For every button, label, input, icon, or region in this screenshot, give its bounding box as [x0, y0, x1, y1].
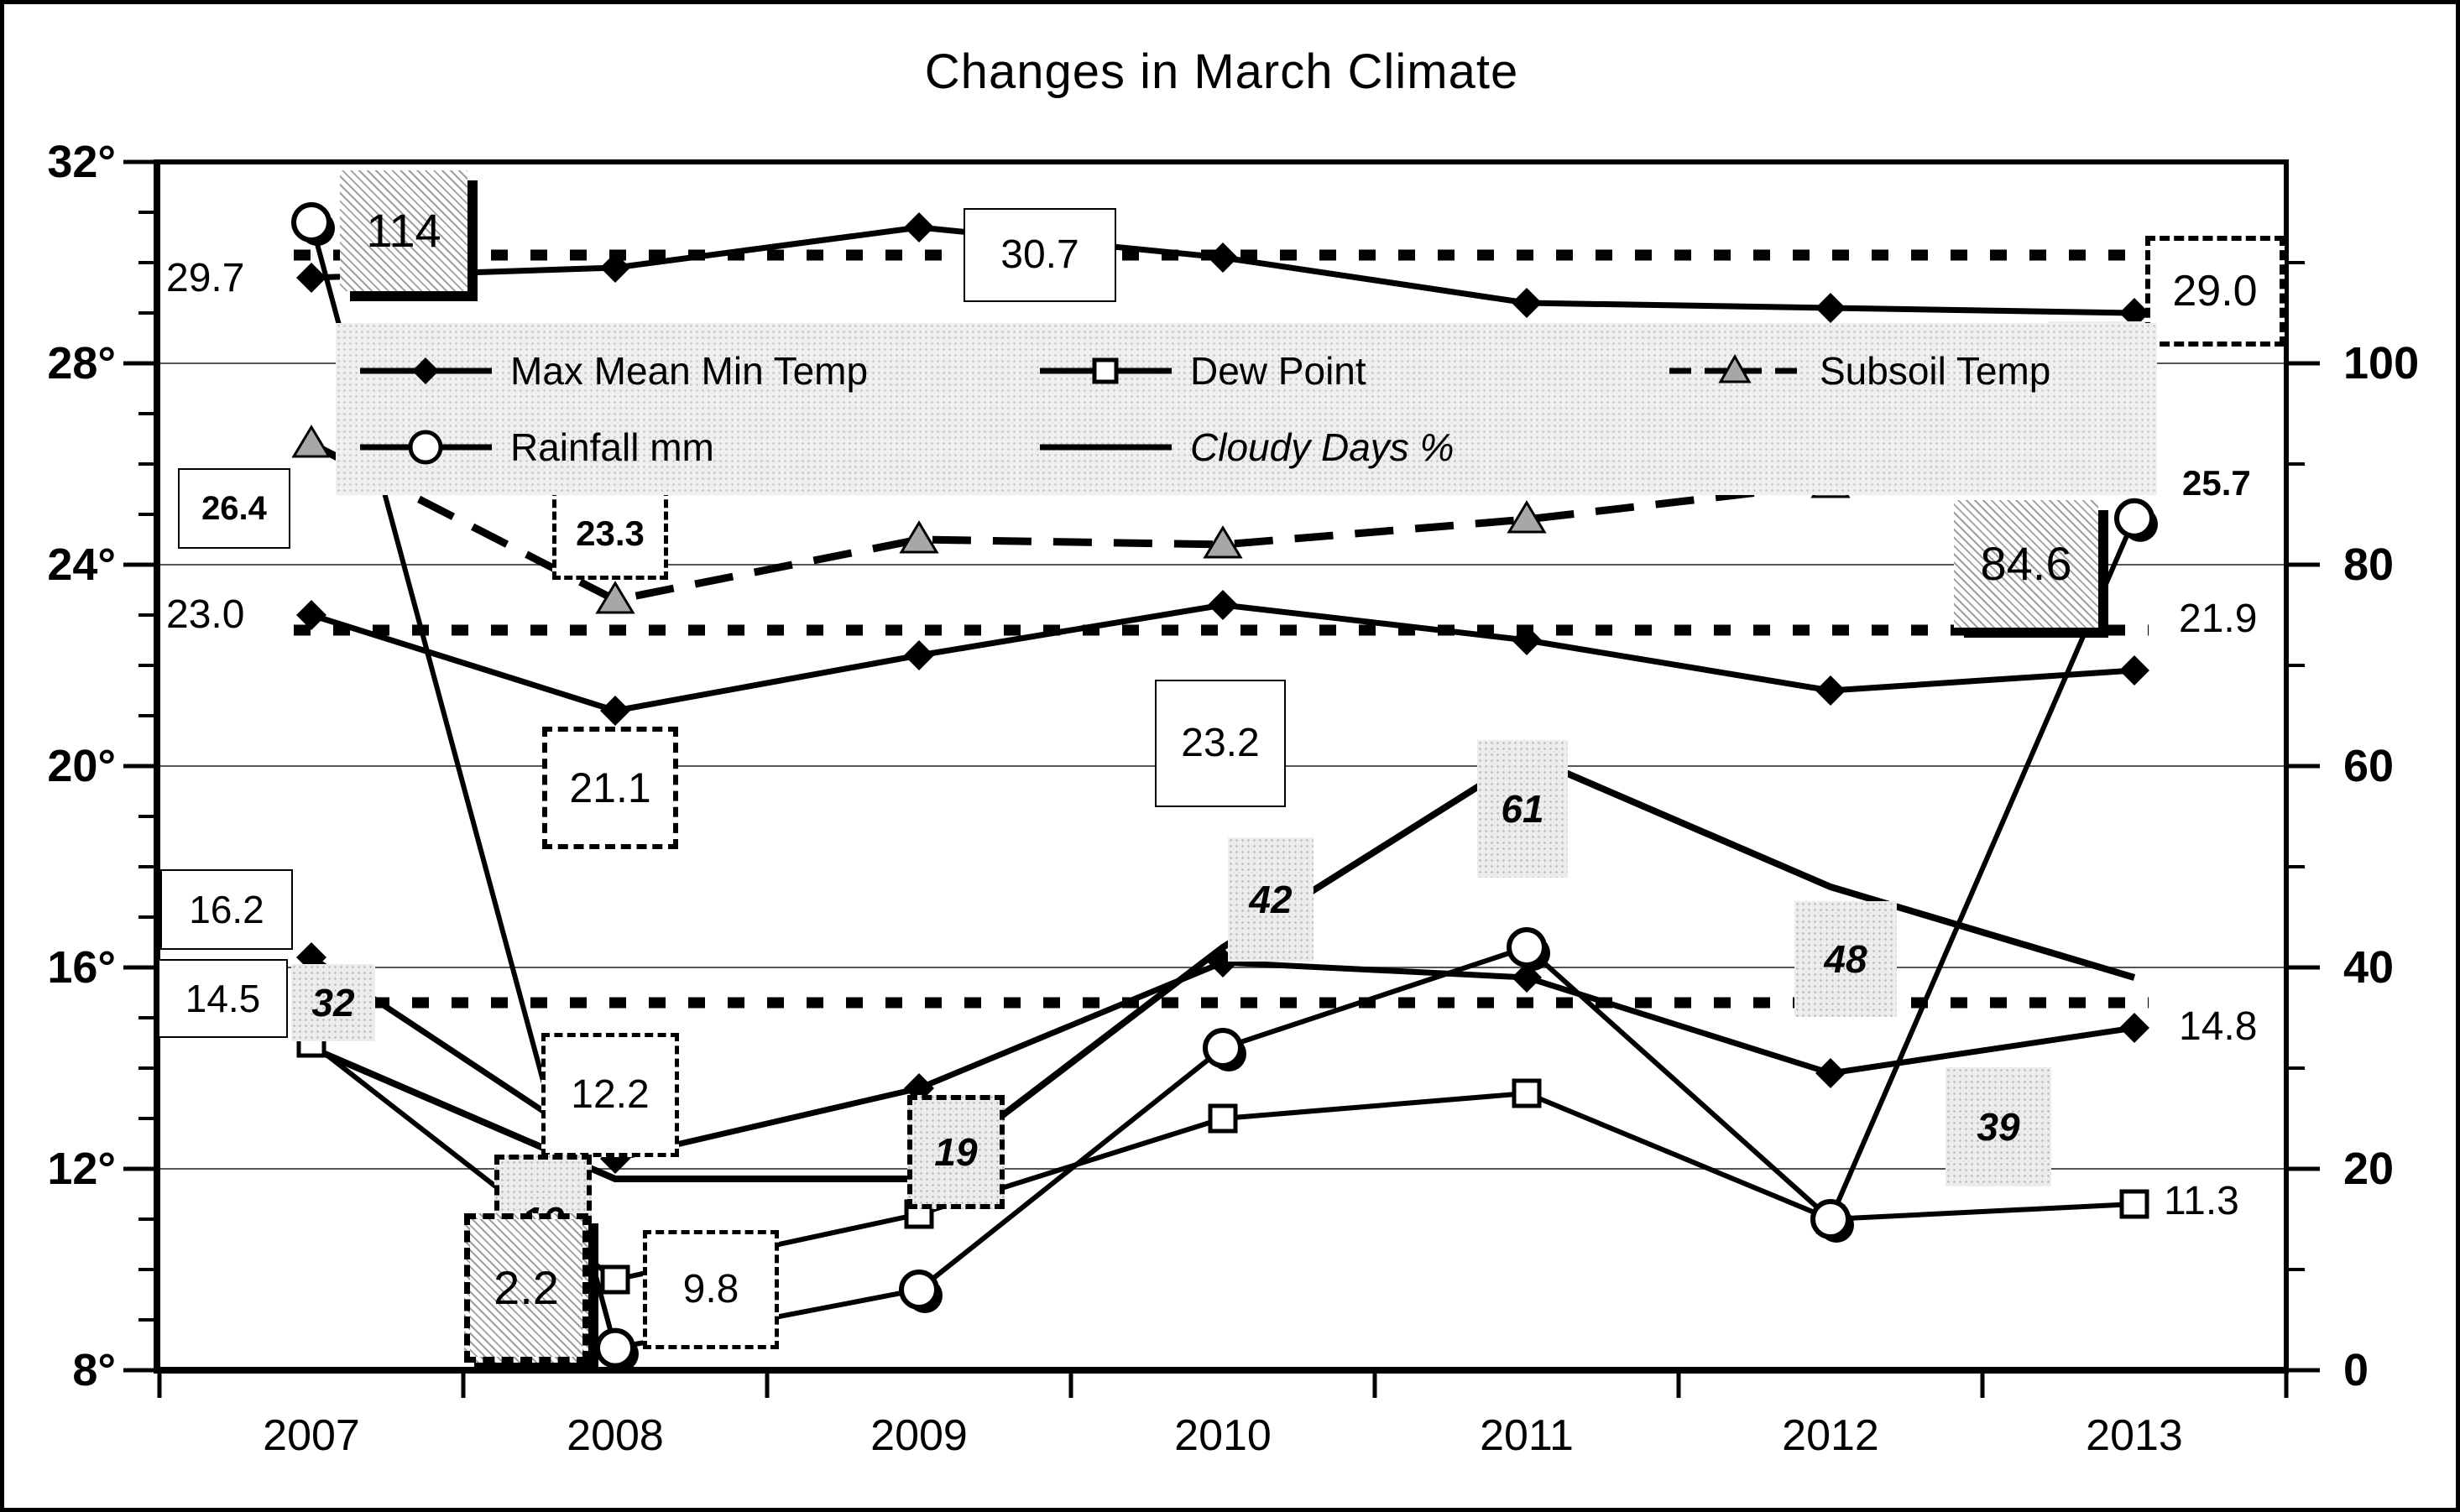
left-axis-label-24: 24°	[47, 540, 116, 590]
marker-dew-point-2013	[2119, 1189, 2149, 1219]
marker-dew-point-2008	[600, 1264, 630, 1295]
marker-max-mean-min-temp-max-2010	[1208, 242, 1238, 273]
marker-rainfall-mm-2013	[2114, 498, 2154, 539]
data-label-11-3-2013: 11.3	[2164, 1179, 2239, 1223]
marker-rainfall-mm-2011	[1507, 927, 1547, 967]
left-axis-label-12: 12°	[47, 1144, 116, 1194]
marker-max-mean-min-temp-mean-2009	[904, 640, 934, 670]
data-label-21-1-2008: 21.1	[542, 727, 678, 849]
x-axis-label-2011: 2011	[1480, 1411, 1574, 1460]
data-label-26-4-2007: 26.4	[178, 468, 290, 549]
marker-max-mean-min-temp-mean-2008	[600, 696, 630, 726]
data-label-39-2013: 39	[1946, 1067, 2051, 1186]
marker-max-mean-min-temp-mean-2010	[1208, 590, 1238, 620]
marker-max-mean-min-temp-min-2012	[1815, 1058, 1846, 1088]
right-axis-label-20: 20	[2343, 1144, 2394, 1194]
right-axis-label-40: 40	[2343, 942, 2394, 993]
data-label-19-2009: 19	[907, 1095, 1005, 1209]
legend-marker-subsoil-temp-icon	[1669, 353, 1801, 383]
right-axis-label-60: 60	[2343, 741, 2394, 791]
left-axis-label-32: 32°	[47, 137, 116, 187]
data-label-25-7-2013: 25.7	[2182, 463, 2251, 503]
marker-max-mean-min-temp-mean-2011	[1512, 625, 1542, 655]
right-axis-label-0: 0	[2343, 1345, 2369, 1395]
marker-max-mean-min-temp-max-2007	[296, 263, 326, 293]
legend-marker-rainfall-mm-icon	[360, 430, 492, 465]
marker-rainfall-mm-2010	[1203, 1028, 1243, 1068]
marker-max-mean-min-temp-max-2009	[904, 212, 934, 242]
marker-subsoil-temp-2009	[899, 520, 939, 554]
marker-max-mean-min-temp-mean-2013	[2119, 655, 2149, 686]
data-label-29-0-2013: 29.0	[2145, 236, 2285, 347]
data-label-21-9-2013: 21.9	[2179, 597, 2258, 641]
marker-max-mean-min-temp-max-2011	[1512, 288, 1542, 318]
data-label-9-8-2008: 9.8	[643, 1230, 779, 1349]
data-label-23-2-2010: 23.2	[1155, 680, 1286, 807]
left-axis-label-8: 8°	[72, 1345, 116, 1395]
data-label-61-2011: 61	[1477, 740, 1568, 878]
marker-rainfall-mm-2012	[1810, 1199, 1851, 1239]
marker-subsoil-temp-2011	[1507, 500, 1547, 534]
legend-item-max-mean-min-temp: Max Mean Min Temp	[510, 349, 869, 393]
left-axis-label-20: 20°	[47, 741, 116, 791]
data-label-2-2-2008: 2.2	[464, 1213, 588, 1363]
marker-max-mean-min-temp-max-2013	[2119, 298, 2149, 328]
legend-marker-cloudy-days-icon	[1040, 444, 1172, 451]
marker-dew-point-2011	[1512, 1078, 1542, 1108]
data-label-29-7-2007: 29.7	[166, 256, 245, 300]
marker-max-mean-min-temp-max-2012	[1815, 293, 1846, 323]
marker-max-mean-min-temp-mean-2012	[1815, 675, 1846, 706]
data-label-30-7-2009: 30.7	[964, 208, 1116, 302]
marker-max-mean-min-temp-mean-2007	[296, 600, 326, 630]
legend-item-subsoil-temp: Subsoil Temp	[1820, 349, 2051, 393]
data-label-14-8-2013: 14.8	[2179, 1004, 2258, 1049]
legend: Max Mean Min Temp Dew Point Subsoil Temp Ra…	[336, 323, 2157, 495]
marker-dew-point-2010	[1208, 1103, 1238, 1134]
marker-rainfall-mm-2008	[595, 1327, 635, 1369]
legend-marker-max-mean-min-temp-icon	[360, 357, 492, 384]
marker-max-mean-min-temp-min-2013	[2119, 1013, 2149, 1043]
right-axis-label-80: 80	[2343, 540, 2394, 590]
data-label-32-2007: 32	[291, 964, 375, 1041]
marker-subsoil-temp-2008	[595, 581, 635, 614]
data-label-23-3-2008: 23.3	[552, 487, 668, 580]
marker-rainfall-mm-2009	[899, 1270, 939, 1310]
legend-marker-dew-point-icon	[1040, 357, 1172, 384]
left-axis-label-16: 16°	[47, 942, 116, 993]
marker-subsoil-temp-2007	[291, 425, 332, 458]
data-label-14-5-2007: 14.5	[158, 959, 288, 1038]
x-axis-label-2009: 2009	[870, 1411, 968, 1460]
legend-item-rainfall-mm: Rainfall mm	[510, 425, 714, 469]
legend-item-dew-point: Dew Point	[1190, 349, 1366, 393]
data-label-42-2010: 42	[1228, 837, 1314, 962]
marker-max-mean-min-temp-max-2008	[600, 253, 630, 283]
x-axis-label-2013: 2013	[2086, 1411, 2183, 1460]
marker-subsoil-temp-2010	[1203, 525, 1243, 559]
data-label-16-2-2007: 16.2	[160, 869, 293, 950]
right-axis-label-100: 100	[2343, 338, 2419, 388]
legend-item-cloudy-days: Cloudy Days %	[1190, 425, 1455, 469]
data-label-23-0-2007: 23.0	[166, 592, 245, 637]
x-axis-label-2008: 2008	[567, 1411, 664, 1460]
x-axis-label-2010: 2010	[1174, 1411, 1272, 1460]
x-axis-label-2012: 2012	[1782, 1411, 1879, 1460]
data-label-84-6-2013: 84.6	[1954, 500, 2098, 628]
data-label-12-2-2008: 12.2	[541, 1033, 679, 1157]
data-label-114-2007: 114	[340, 170, 467, 291]
marker-rainfall-mm-2007	[291, 202, 332, 242]
left-axis-label-28: 28°	[47, 338, 116, 388]
chart-title: Changes in March Climate	[924, 44, 1519, 99]
x-axis-label-2007: 2007	[263, 1411, 360, 1460]
data-label-48-2012: 48	[1794, 901, 1897, 1017]
